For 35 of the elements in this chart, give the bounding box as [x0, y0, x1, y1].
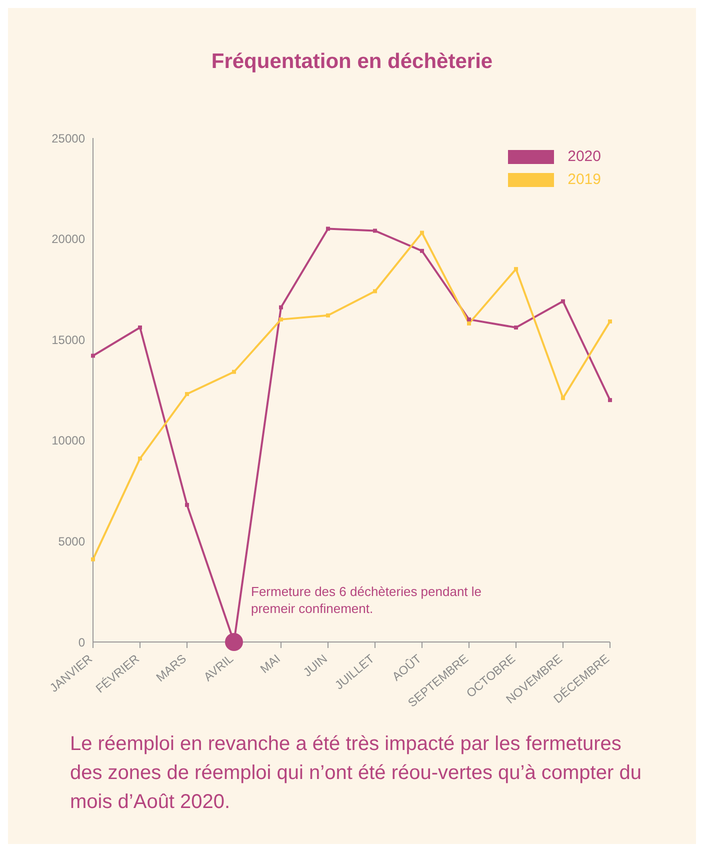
- point: [326, 226, 330, 231]
- point: [138, 326, 142, 330]
- x-tick-label: MAI: [258, 652, 283, 676]
- legend-label: 2020: [568, 148, 601, 165]
- point: [373, 289, 377, 294]
- text: Le réemploi en revanche a été très impacté par les fermetures des zones de réemploi qui n’ont été réou-vertes qu’à compter du mois d’Août 2020.: [70, 732, 642, 815]
- point: [514, 267, 518, 272]
- y-tick-label: 5000: [58, 534, 86, 548]
- chart-title: Fréquentation en déchèterie: [210, 49, 494, 75]
- point: [467, 317, 471, 322]
- point: [91, 557, 95, 562]
- point: [420, 230, 424, 235]
- point: [326, 313, 330, 318]
- point: [561, 396, 565, 400]
- y-tick-label: 25000: [52, 131, 86, 146]
- y-tick-label: 15000: [52, 332, 86, 347]
- point: [279, 317, 283, 322]
- point: [138, 456, 142, 461]
- point: [514, 326, 518, 330]
- point: [232, 370, 236, 374]
- point: [467, 321, 471, 326]
- annotation: Fermeture des 6 déchèteries pendant le premeir confinement.: [251, 583, 483, 617]
- y-tick-label: 10000: [52, 434, 86, 448]
- point: [608, 398, 612, 402]
- point: [420, 248, 424, 253]
- point: [608, 319, 612, 324]
- y-tick-label: 0: [78, 635, 86, 650]
- y-tick-label: 20000: [52, 232, 86, 246]
- point: [279, 305, 283, 310]
- point: [185, 392, 189, 396]
- point: [561, 299, 565, 304]
- point: [185, 502, 189, 507]
- point: [91, 354, 95, 358]
- legend-label: 2019: [568, 171, 601, 188]
- point: [373, 228, 377, 233]
